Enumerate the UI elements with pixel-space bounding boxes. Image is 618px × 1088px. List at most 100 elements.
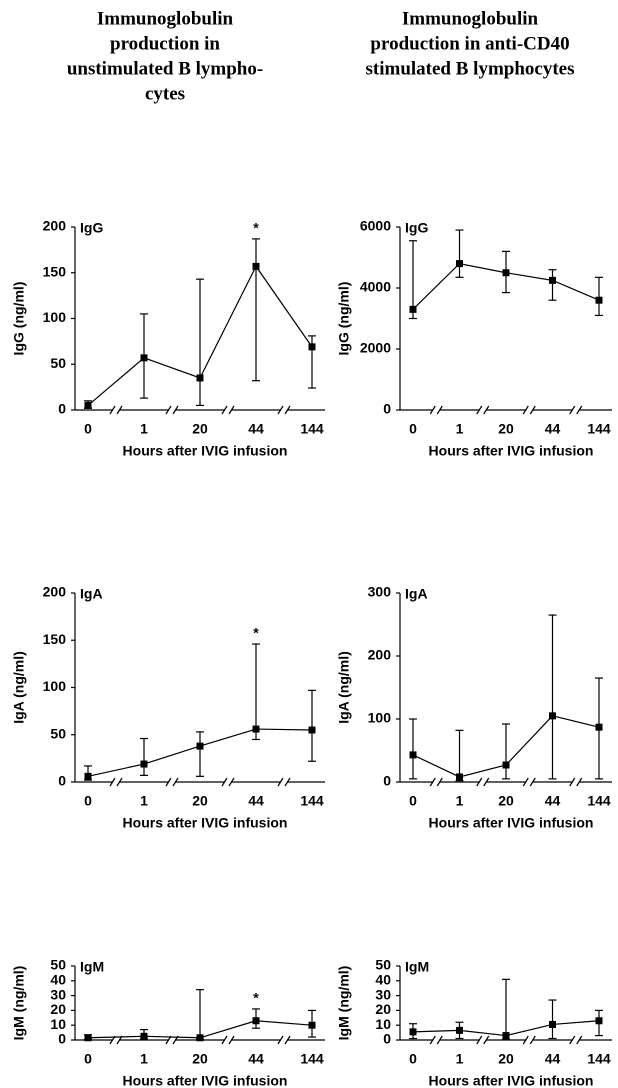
x-tick-label: 1	[456, 421, 464, 437]
x-axis-label: Hours after IVIG infusion	[429, 443, 594, 459]
x-tick-label: 20	[192, 1051, 208, 1067]
y-axis-label: IgA (ng/ml)	[11, 651, 27, 724]
axis-break	[436, 405, 443, 415]
error-bar	[502, 723, 510, 780]
axis-break	[221, 405, 228, 415]
y-tick-label: 10	[375, 1016, 391, 1032]
data-point	[456, 260, 463, 268]
data-point	[409, 1028, 417, 1036]
error-bar	[595, 276, 603, 317]
significance-marker: *	[253, 220, 259, 236]
x-axis-label: Hours after IVIG infusion	[123, 443, 288, 459]
axis-break	[576, 405, 583, 415]
x-tick-label: 0	[409, 421, 417, 437]
x-tick-label: 0	[84, 793, 92, 809]
axis-break	[277, 1035, 284, 1045]
x-tick-label: 20	[498, 793, 514, 809]
x-tick-label: 1	[140, 793, 148, 809]
axis-break-gap	[572, 779, 579, 785]
data-point	[502, 1032, 510, 1040]
y-tick-label: 40	[50, 972, 66, 988]
axis-break	[522, 777, 529, 787]
error-bar	[196, 278, 204, 407]
axis-break	[483, 777, 490, 787]
axis-break	[576, 1035, 583, 1045]
axis-break	[522, 1035, 529, 1045]
y-tick-label: 100	[368, 710, 392, 726]
panel-label: IgG	[405, 220, 428, 236]
axis-break	[576, 777, 583, 787]
data-point	[308, 1021, 316, 1029]
axis-break-gap	[433, 779, 440, 785]
data-point	[196, 742, 204, 750]
y-tick-label: 200	[368, 647, 392, 663]
axis-break-gap	[572, 407, 579, 413]
data-point	[140, 760, 148, 768]
panel-label: IgA	[80, 586, 103, 602]
axis-break-gap	[113, 1037, 119, 1043]
y-tick-label: 2000	[360, 340, 391, 356]
axis-break	[569, 1035, 576, 1045]
data-point	[308, 343, 316, 351]
axis-break-gap	[225, 779, 231, 785]
data-point	[456, 773, 463, 781]
axis-break	[277, 405, 284, 415]
x-tick-label: 44	[545, 793, 561, 809]
x-tick-label: 0	[84, 421, 92, 437]
x-axis-label: Hours after IVIG infusion	[123, 1073, 288, 1088]
axis-break	[228, 777, 235, 787]
axis-break-gap	[113, 779, 119, 785]
x-tick-label: 1	[456, 793, 464, 809]
y-tick-label: 10	[50, 1016, 66, 1032]
axis-break-gap	[433, 1037, 440, 1043]
axis-break	[483, 405, 490, 415]
column-header: cytes	[145, 83, 185, 104]
y-axis-label: IgG (ng/ml)	[11, 282, 27, 356]
axis-break	[429, 1035, 436, 1045]
axis-break	[476, 1035, 483, 1045]
axis-break	[476, 777, 483, 787]
significance-marker: *	[253, 990, 259, 1006]
axis-break	[165, 777, 172, 787]
x-tick-label: 44	[248, 793, 264, 809]
axis-break	[172, 777, 179, 787]
data-point	[252, 262, 260, 270]
data-point	[502, 269, 510, 277]
y-tick-label: 200	[43, 584, 67, 600]
x-tick-label: 0	[409, 793, 417, 809]
axis-break	[569, 405, 576, 415]
error-bar	[252, 238, 260, 382]
column-header: Immunoglobulin	[402, 8, 539, 29]
axis-break-gap	[526, 779, 533, 785]
y-tick-label: 150	[43, 263, 67, 279]
column-header: production in anti-CD40	[370, 33, 569, 54]
y-tick-label: 50	[50, 957, 66, 973]
column-header: Immunoglobulin	[97, 8, 234, 29]
error-bar	[196, 731, 204, 777]
data-point	[84, 1034, 92, 1042]
data-point	[84, 772, 92, 780]
y-tick-label: 0	[383, 773, 391, 789]
y-tick-label: 50	[50, 355, 66, 371]
x-tick-label: 144	[300, 793, 324, 809]
x-tick-label: 144	[587, 421, 611, 437]
axis-break	[284, 1035, 291, 1045]
column-header: unstimulated B lympho-	[67, 58, 263, 79]
axis-break	[228, 1035, 235, 1045]
error-bar	[548, 614, 557, 780]
y-tick-label: 100	[43, 678, 67, 694]
x-tick-label: 44	[248, 1051, 264, 1067]
axis-break	[436, 777, 443, 787]
axis-break	[284, 405, 291, 415]
x-tick-label: 144	[587, 1051, 611, 1067]
axis-break-gap	[572, 1037, 579, 1043]
x-tick-label: 0	[409, 1051, 417, 1067]
axis-break	[221, 777, 228, 787]
error-bar	[548, 999, 557, 1040]
data-point	[140, 354, 148, 362]
axis-break-gap	[526, 1037, 533, 1043]
data-point	[252, 1017, 260, 1025]
data-point	[196, 374, 204, 382]
x-tick-label: 20	[498, 1051, 514, 1067]
